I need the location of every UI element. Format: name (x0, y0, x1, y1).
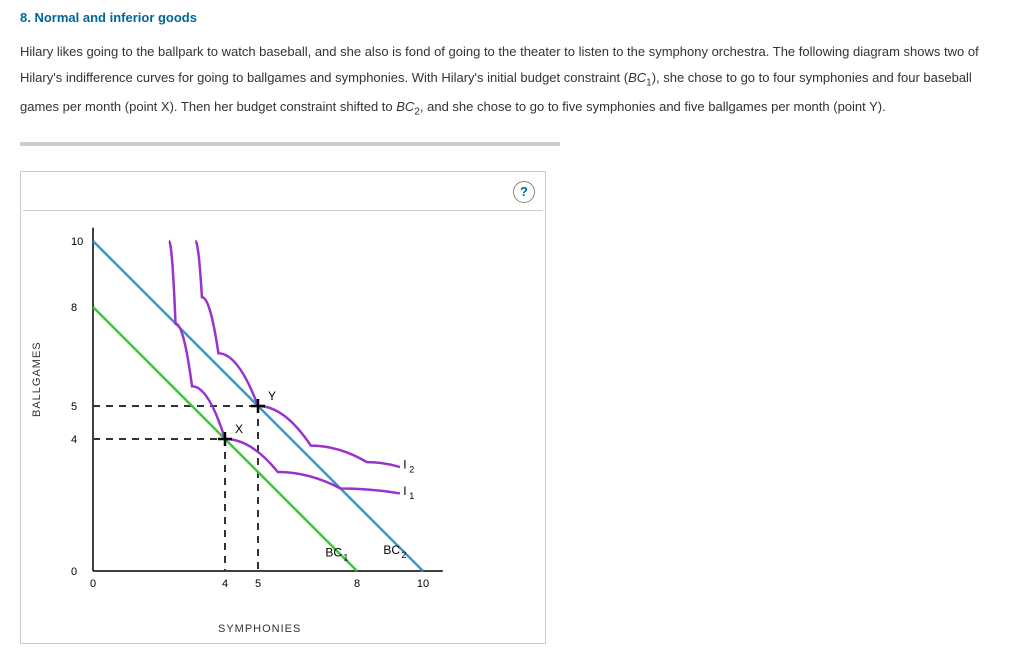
chart-plot-area: BALLGAMES BC1BC2I1I2XY045810045810 SYMPH… (23, 211, 543, 641)
question-title: 8. Normal and inferior goods (20, 10, 1004, 25)
svg-text:2: 2 (409, 465, 414, 475)
svg-text:Y: Y (268, 389, 276, 403)
svg-text:8: 8 (71, 302, 77, 314)
svg-text:4: 4 (71, 434, 77, 446)
question-body: Hilary likes going to the ballpark to wa… (20, 39, 1004, 122)
svg-text:8: 8 (354, 578, 360, 590)
help-icon[interactable]: ? (513, 181, 535, 203)
question-title-text: Normal and inferior goods (34, 10, 197, 25)
question-number: 8. (20, 10, 31, 25)
chart-container: ? BALLGAMES BC1BC2I1I2XY045810045810 SYM… (20, 171, 546, 644)
svg-text:I: I (403, 458, 406, 472)
svg-text:10: 10 (71, 236, 83, 248)
svg-text:10: 10 (417, 578, 429, 590)
svg-text:X: X (235, 422, 243, 436)
svg-text:0: 0 (71, 566, 77, 578)
svg-text:5: 5 (255, 578, 261, 590)
svg-text:1: 1 (343, 553, 348, 563)
svg-text:BC: BC (383, 543, 400, 557)
svg-text:BC: BC (325, 546, 342, 560)
chart-svg: BC1BC2I1I2XY045810045810 (23, 211, 543, 621)
y-axis-label: BALLGAMES (31, 342, 43, 418)
chart-toolbar: ? (23, 174, 543, 211)
svg-text:2: 2 (401, 550, 406, 560)
svg-text:4: 4 (222, 578, 228, 590)
svg-text:0: 0 (90, 578, 96, 590)
section-divider (20, 142, 560, 146)
svg-text:5: 5 (71, 401, 77, 413)
svg-text:I: I (403, 484, 406, 498)
svg-text:1: 1 (409, 491, 414, 501)
x-axis-label: SYMPHONIES (218, 623, 301, 635)
